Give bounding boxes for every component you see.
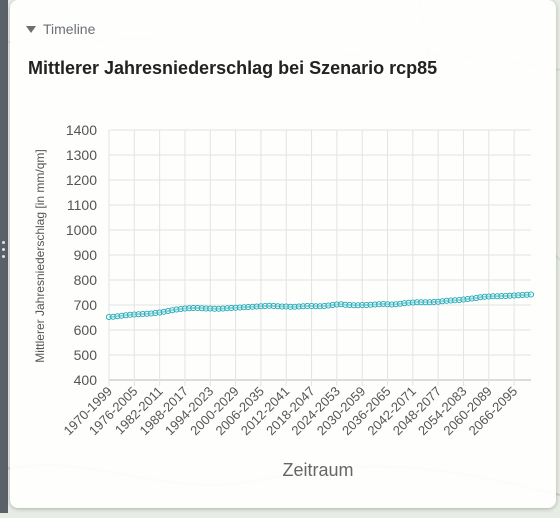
timeline-label: Timeline [43, 21, 96, 37]
y-tick-label: 900 [74, 247, 98, 263]
y-tick-label: 800 [74, 272, 98, 288]
y-tick-label: 500 [74, 347, 98, 363]
timeline-panel: Timeline Mittlerer Jahresniederschlag be… [10, 0, 556, 508]
data-point[interactable] [527, 291, 535, 298]
y-tick-label: 700 [74, 297, 98, 313]
y-tick-label: 400 [74, 372, 98, 388]
y-tick-label: 600 [74, 322, 98, 338]
chart-title: Mittlerer Jahresniederschlag bei Szenari… [28, 58, 438, 78]
timeline-toggle[interactable]: Timeline [26, 20, 95, 38]
sidebar-resize-handle[interactable] [0, 0, 8, 513]
x-axis-label: Zeitraum [282, 460, 353, 480]
y-tick-label: 1200 [66, 172, 97, 188]
y-tick-label: 1000 [66, 222, 97, 238]
drag-handle-icon [2, 241, 6, 263]
chart-grid [108, 129, 531, 386]
y-axis-label: Mittlerer Jahresniederschlag [in mm/qm] [33, 149, 47, 362]
y-tick-label: 1100 [67, 197, 97, 213]
y-tick-label: 1400 [66, 122, 97, 138]
x-axis-ticks: 1970-19991976-20051982-20111988-20171994… [61, 384, 521, 439]
y-tick-label: 1300 [66, 147, 97, 163]
caret-down-icon [26, 26, 36, 33]
y-axis-ticks: 400 500 600 700 800 900 1000 1100 1200 1300 1400 [66, 122, 97, 388]
series-points [105, 291, 535, 321]
